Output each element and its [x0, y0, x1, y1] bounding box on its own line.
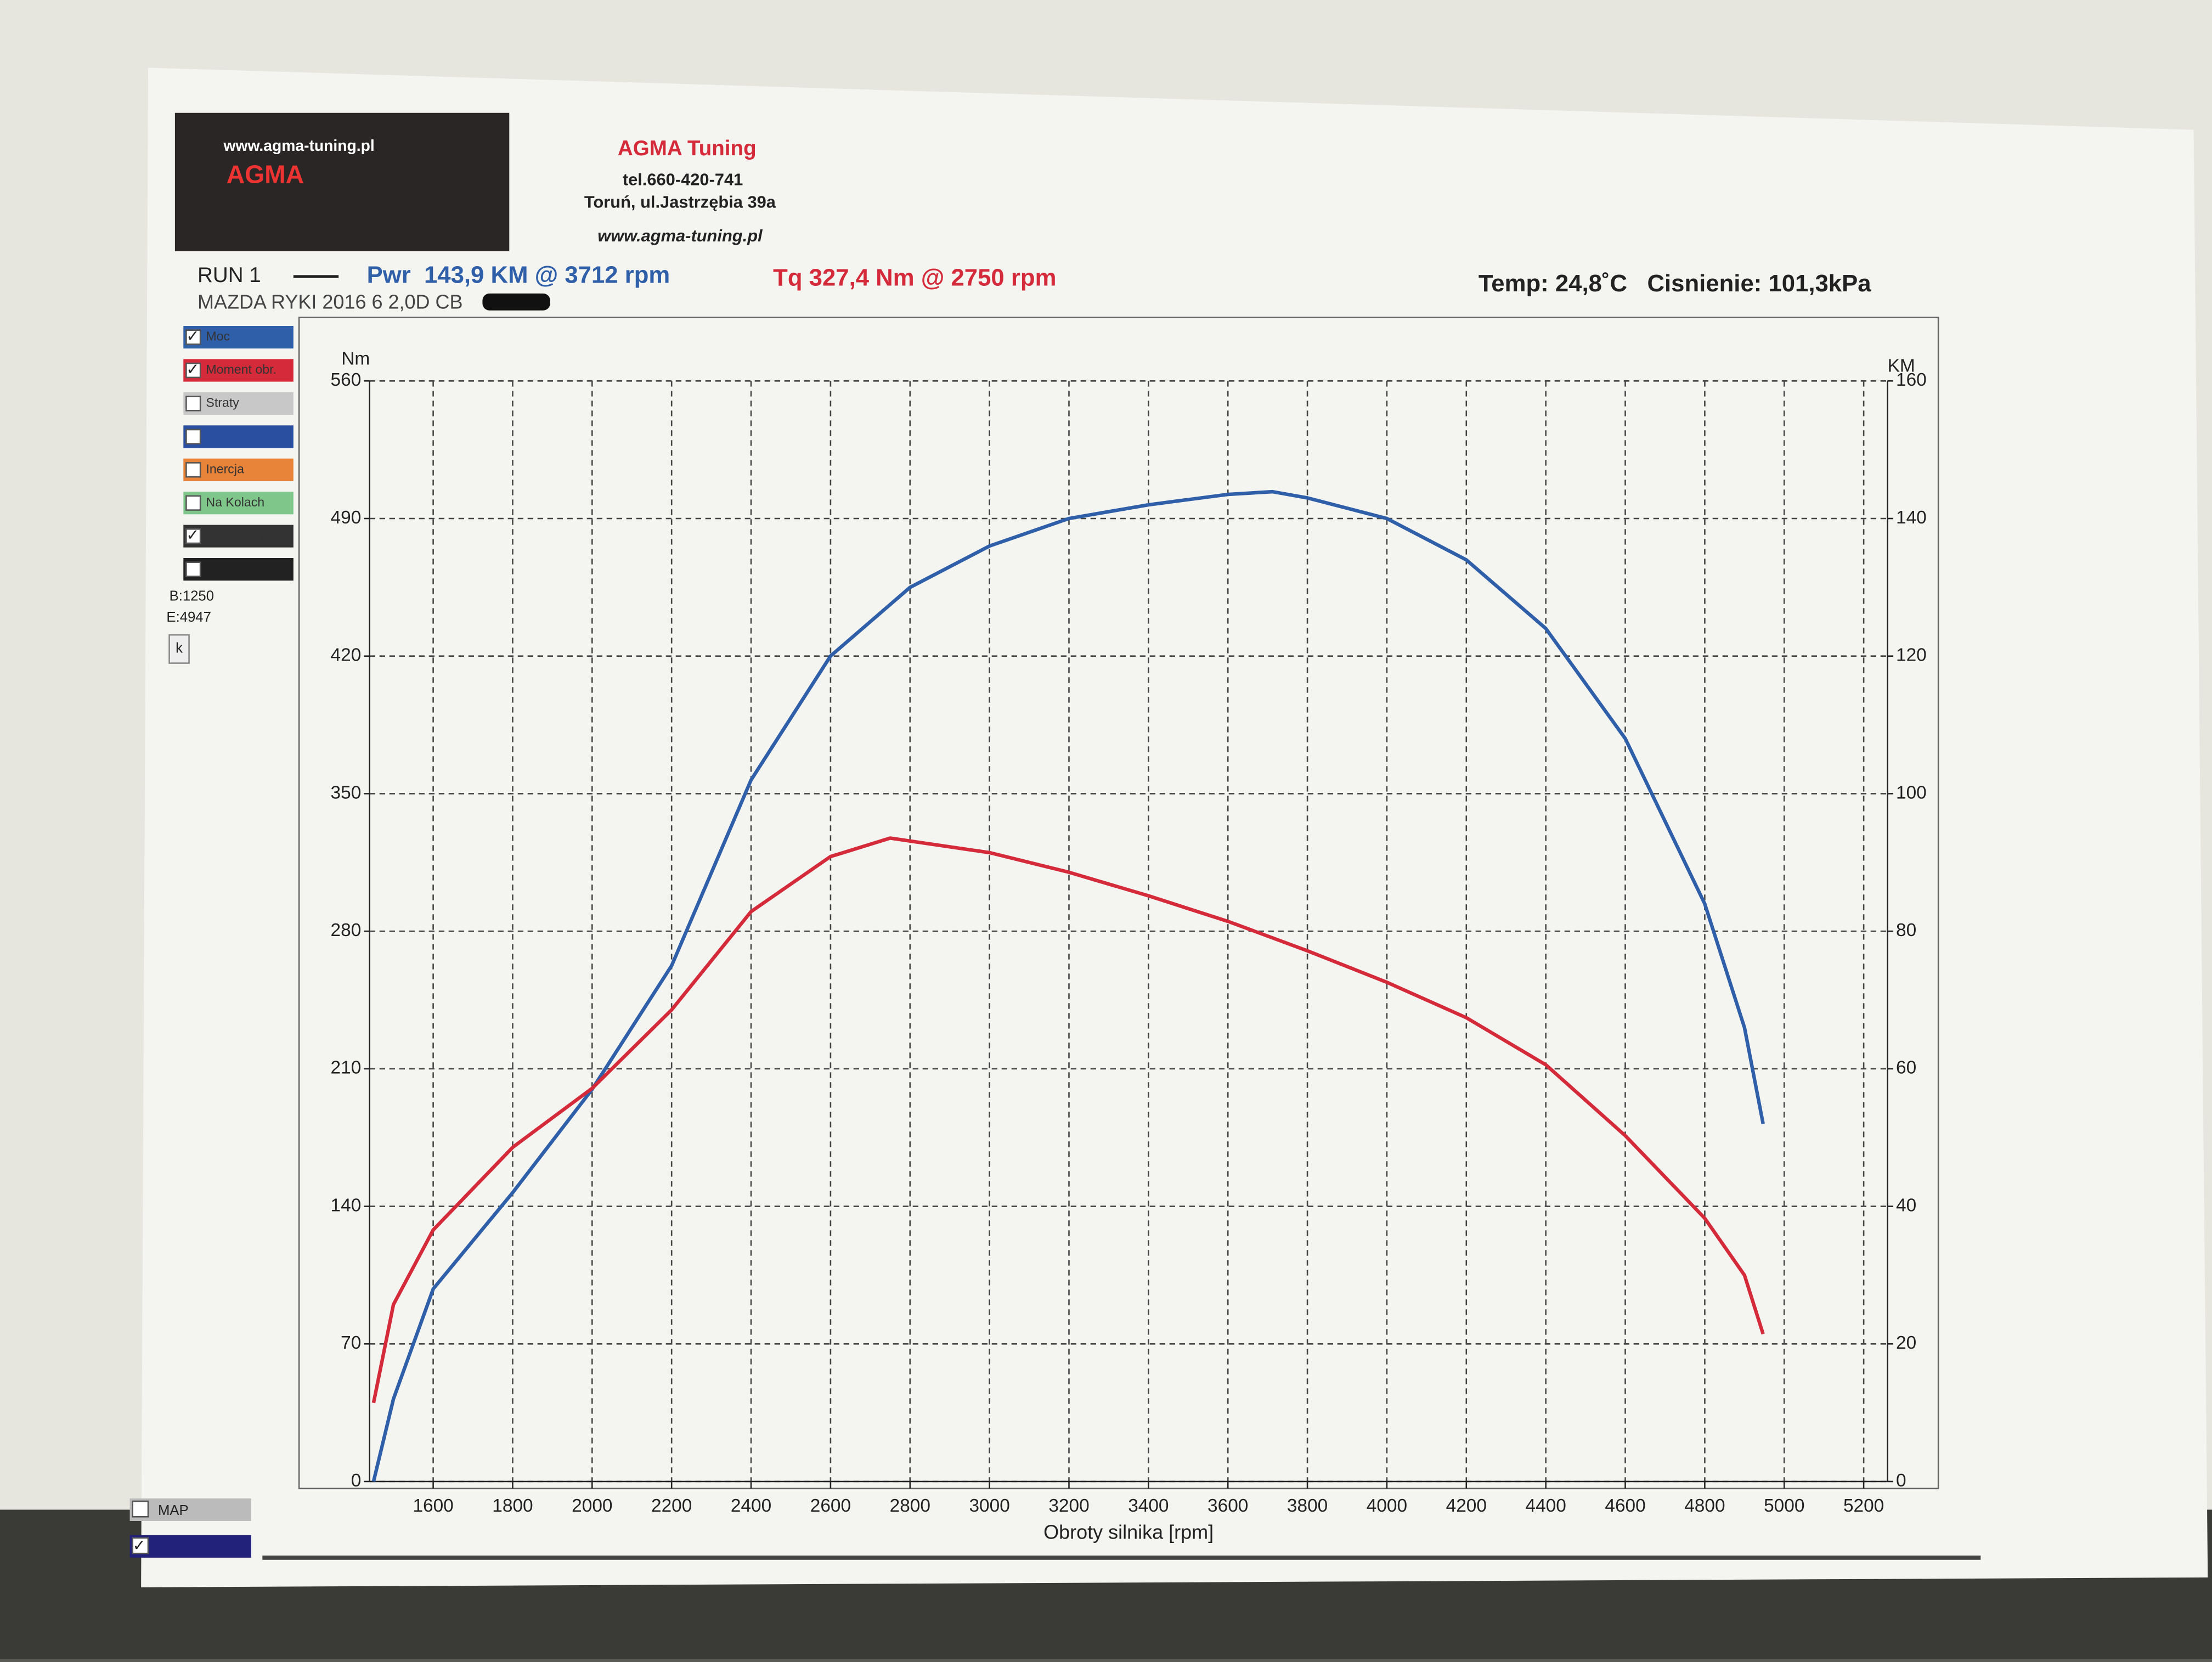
x-tick-label: 1800 — [492, 1496, 533, 1516]
legend-label: Inercja — [206, 461, 244, 476]
x-tick-label: 3800 — [1287, 1496, 1328, 1516]
legend-row[interactable] — [183, 492, 294, 515]
y2-tick-label: 0 — [1896, 1471, 1906, 1491]
legend-row[interactable] — [183, 525, 294, 548]
checkbox[interactable] — [185, 561, 201, 577]
x-tick-label: 2000 — [572, 1496, 612, 1516]
checkbox[interactable] — [185, 528, 201, 544]
redaction — [482, 293, 550, 311]
vehicle: MAZDA RYKI 2016 6 2,0D CB — [198, 290, 463, 313]
paper — [141, 67, 2208, 1587]
legend-row[interactable] — [183, 392, 294, 415]
y2-tick-label: 20 — [1896, 1333, 1916, 1353]
x-tick-label: 4400 — [1526, 1496, 1566, 1516]
y2-tick-label: 40 — [1896, 1195, 1916, 1215]
checkbox[interactable] — [132, 1537, 149, 1554]
torque-summary: Tq 327,4 Nm @ 2750 rpm — [773, 264, 1056, 291]
y-tick-label: 0 — [351, 1471, 362, 1491]
legend-row[interactable] — [183, 558, 294, 581]
y-tick-label: 350 — [331, 782, 362, 803]
x-tick-label: 2600 — [810, 1496, 851, 1516]
website: www.agma-tuning.pl — [597, 226, 763, 245]
checkbox[interactable] — [185, 429, 201, 444]
x-tick-label: 4600 — [1605, 1496, 1645, 1516]
x-tick-label: 5000 — [1764, 1496, 1804, 1516]
series-line — [371, 836, 1765, 1404]
checkbox[interactable] — [185, 462, 201, 478]
address: Toruń, ul.Jastrzębia 39a — [584, 192, 776, 211]
logo-url: www.agma-tuning.pl — [223, 137, 374, 154]
conditions: Temp: 24,8˚C Cisnienie: 101,3kPa — [1479, 270, 1871, 297]
series-line — [371, 489, 1765, 1482]
y-axis-label: Nm — [341, 349, 370, 369]
y-tick-label: 70 — [341, 1333, 361, 1353]
legend-label: Na Kolach — [206, 495, 264, 509]
y2-tick-label: 60 — [1896, 1058, 1916, 1078]
legend-row[interactable] — [183, 359, 294, 382]
y-tick-label: 560 — [331, 370, 362, 390]
phone: tel.660-420-741 — [623, 170, 743, 189]
y2-tick-label: 140 — [1896, 508, 1927, 528]
checkbox[interactable] — [185, 329, 201, 345]
y-tick-label: 490 — [331, 508, 362, 528]
x-tick-label: 2400 — [731, 1496, 771, 1516]
checkbox[interactable] — [185, 362, 201, 379]
legend-label: Moment obr. — [206, 362, 276, 376]
y-tick-label: 280 — [331, 920, 362, 940]
legend-row[interactable] — [183, 458, 294, 481]
legend-label: Moc — [206, 329, 230, 343]
logo-name: AGMA — [227, 160, 304, 189]
x-tick-label: 4000 — [1367, 1496, 1407, 1516]
y2-tick-label: 100 — [1896, 782, 1927, 803]
legend-row[interactable] — [183, 326, 294, 349]
y2-axis-label: KM — [1888, 356, 1915, 376]
legend-label: Zew moc th — [206, 528, 272, 542]
legend-label: Straty — [206, 396, 239, 410]
k-button[interactable] — [168, 634, 190, 664]
map-color-row[interactable] — [129, 1535, 251, 1558]
k-label: k — [176, 641, 183, 656]
company: AGMA Tuning — [618, 137, 757, 160]
checkbox[interactable] — [185, 396, 201, 412]
map-label: MAP — [158, 1503, 189, 1518]
y-tick-label: 210 — [331, 1058, 362, 1078]
checkbox[interactable] — [185, 495, 201, 511]
y2-tick-label: 120 — [1896, 645, 1927, 666]
y-tick-label: 140 — [331, 1195, 362, 1215]
x-axis-label: Obroty silnika [rpm] — [1043, 1521, 1214, 1543]
x-tick-label: 3000 — [969, 1496, 1009, 1516]
legend-row[interactable] — [183, 425, 294, 448]
x-tick-label: 2800 — [890, 1496, 930, 1516]
y-tick-label: 420 — [331, 645, 362, 666]
x-tick-label: 3400 — [1128, 1496, 1169, 1516]
x-tick-label: 5200 — [1843, 1496, 1884, 1516]
power-summary: Pwr 143,9 KM @ 3712 rpm — [367, 262, 670, 289]
check-mark: ✓ — [133, 1536, 146, 1554]
x-tick-label: 3600 — [1207, 1496, 1248, 1516]
x-tick-label: 4800 — [1684, 1496, 1725, 1516]
check-mark: ✓ — [186, 360, 199, 378]
y2-tick-label: 160 — [1896, 370, 1927, 390]
run: RUN 1 — [198, 263, 261, 287]
x-tick-label: 2200 — [651, 1496, 692, 1516]
begin-rpm: B:1250 — [170, 589, 214, 604]
check-mark: ✓ — [186, 526, 199, 544]
y2-tick-label: 80 — [1896, 920, 1916, 940]
map-row[interactable] — [129, 1498, 251, 1521]
check-mark: ✓ — [186, 327, 199, 345]
logo — [174, 112, 510, 251]
plot-frame — [298, 317, 1939, 1490]
x-tick-label: 1600 — [413, 1496, 453, 1516]
x-tick-label: 4200 — [1446, 1496, 1487, 1516]
end-rpm: E:4947 — [166, 610, 211, 625]
x-tick-label: 3200 — [1048, 1496, 1089, 1516]
checkbox[interactable] — [132, 1500, 149, 1518]
